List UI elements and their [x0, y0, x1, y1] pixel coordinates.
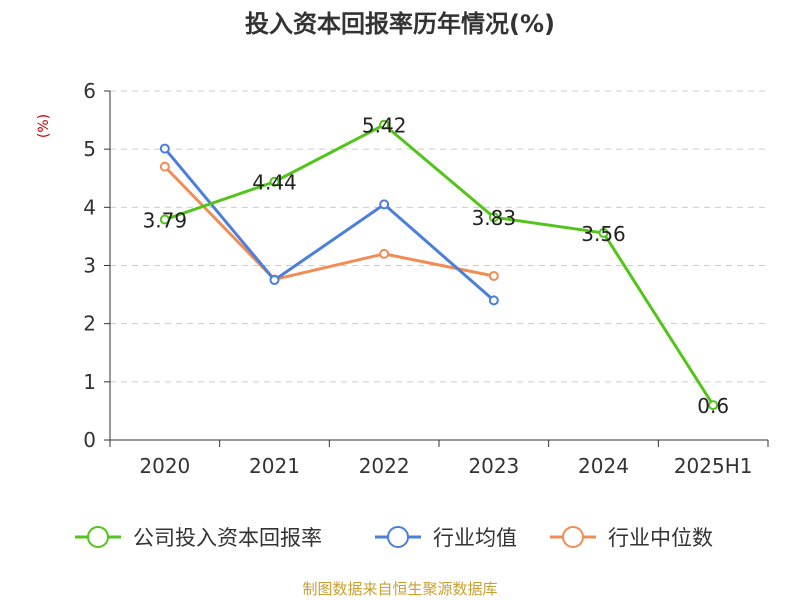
x-tick-label: 2023 — [468, 454, 519, 478]
data-point — [708, 400, 719, 411]
series-line — [163, 165, 495, 281]
data-point — [379, 119, 390, 130]
data-point — [379, 248, 390, 259]
series-line — [164, 123, 715, 406]
data-label: 0.6 — [697, 394, 729, 418]
legend-marker — [562, 526, 584, 548]
data-label: 5.42 — [362, 114, 407, 138]
legend-label: 公司投入资本回报率 — [133, 526, 322, 550]
data-point — [159, 161, 170, 172]
data-point — [379, 199, 390, 210]
data-point — [269, 275, 280, 286]
y-tick-label: 5 — [83, 137, 96, 161]
data-label: 4.44 — [252, 171, 297, 195]
y-tick-label: 2 — [83, 312, 96, 336]
source-note: 制图数据来自恒生聚源数据库 — [302, 580, 498, 598]
data-label: 3.83 — [472, 206, 517, 230]
y-tick-label: 6 — [83, 79, 96, 103]
x-tick-label: 2025H1 — [674, 454, 753, 478]
x-tick-label: 2021 — [249, 454, 300, 478]
legend-label: 行业均值 — [433, 526, 517, 550]
data-point — [159, 214, 170, 225]
chart-title: 投入资本回报率历年情况(%) — [245, 10, 555, 38]
y-tick-label: 4 — [83, 195, 96, 219]
y-tick-label: 1 — [83, 370, 96, 394]
data-point — [488, 270, 499, 281]
x-tick-label: 2020 — [139, 454, 190, 478]
data-label: 3.56 — [581, 222, 626, 246]
x-tick-label: 2022 — [359, 454, 410, 478]
legend-marker — [87, 526, 109, 548]
y-axis-label: (%) — [36, 114, 52, 138]
legend-marker — [387, 526, 409, 548]
data-point — [488, 212, 499, 223]
data-point — [598, 227, 609, 238]
legend-label: 行业中位数 — [608, 526, 713, 550]
y-tick-label: 0 — [83, 428, 96, 452]
y-tick-label: 3 — [83, 254, 96, 278]
x-tick-label: 2024 — [578, 454, 629, 478]
data-point — [269, 176, 280, 187]
data-point — [159, 143, 170, 154]
data-label: 3.79 — [143, 209, 188, 233]
series-line — [163, 147, 495, 302]
data-point — [488, 295, 499, 306]
